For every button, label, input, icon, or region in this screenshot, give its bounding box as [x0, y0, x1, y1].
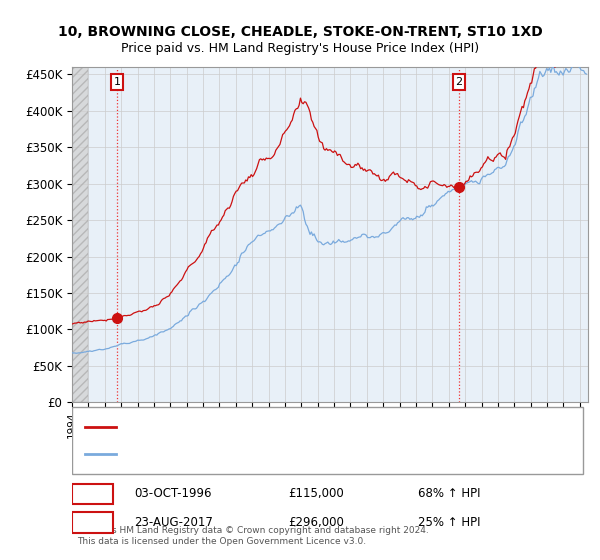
- Bar: [72, 67, 88, 402]
- Text: 2: 2: [89, 517, 96, 528]
- Text: Price paid vs. HM Land Registry's House Price Index (HPI): Price paid vs. HM Land Registry's House …: [121, 42, 479, 55]
- FancyBboxPatch shape: [72, 512, 113, 533]
- Text: 68% ↑ HPI: 68% ↑ HPI: [418, 487, 480, 500]
- Text: 10, BROWNING CLOSE, CHEADLE, STOKE-ON-TRENT, ST10 1XD: 10, BROWNING CLOSE, CHEADLE, STOKE-ON-TR…: [58, 25, 542, 39]
- Text: 23-AUG-2017: 23-AUG-2017: [134, 516, 213, 529]
- Text: 25% ↑ HPI: 25% ↑ HPI: [418, 516, 480, 529]
- Text: 1: 1: [89, 489, 96, 499]
- Text: 03-OCT-1996: 03-OCT-1996: [134, 487, 211, 500]
- Text: £296,000: £296,000: [289, 516, 344, 529]
- Text: 10, BROWNING CLOSE, CHEADLE, STOKE-ON-TRENT, ST10 1XD (detached house): 10, BROWNING CLOSE, CHEADLE, STOKE-ON-TR…: [121, 422, 543, 432]
- Text: Contains HM Land Registry data © Crown copyright and database right 2024.
This d: Contains HM Land Registry data © Crown c…: [77, 526, 429, 546]
- FancyBboxPatch shape: [72, 407, 583, 474]
- FancyBboxPatch shape: [72, 484, 113, 504]
- Text: £115,000: £115,000: [289, 487, 344, 500]
- Text: 1: 1: [113, 77, 121, 87]
- Text: 2: 2: [455, 77, 463, 87]
- Text: HPI: Average price, detached house, Staffordshire Moorlands: HPI: Average price, detached house, Staf…: [121, 449, 439, 459]
